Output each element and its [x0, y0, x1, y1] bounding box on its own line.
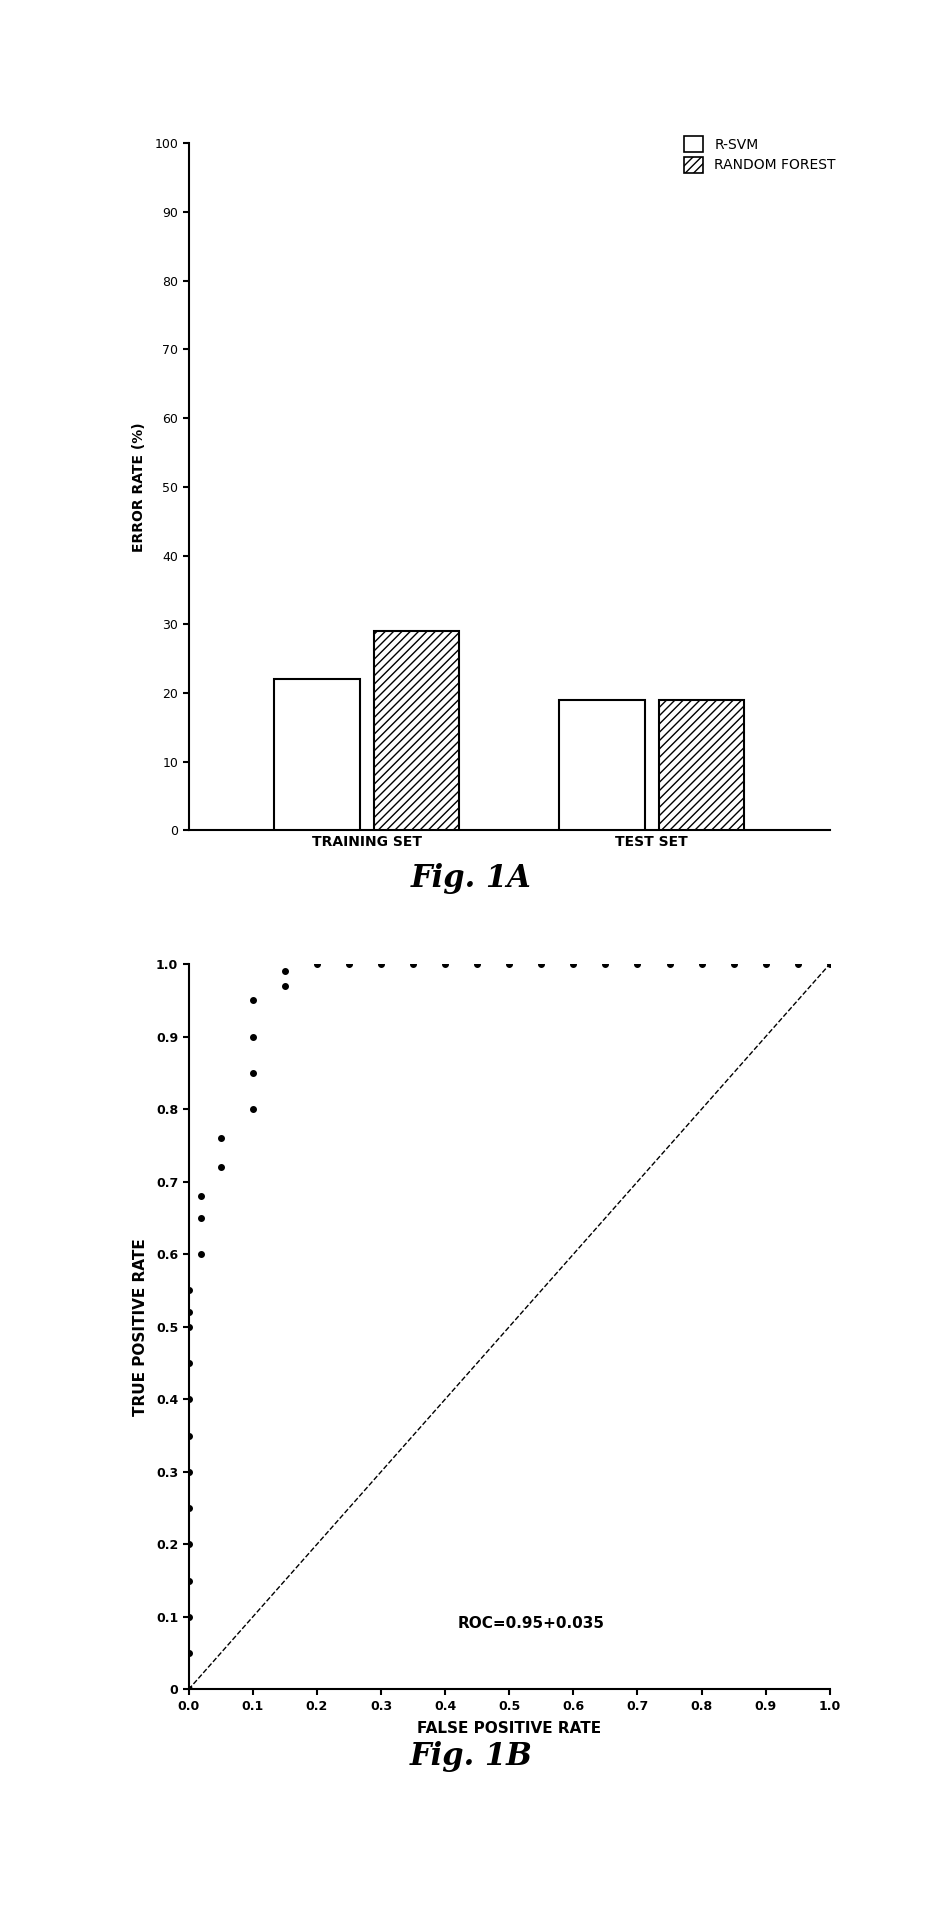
Y-axis label: TRUE POSITIVE RATE: TRUE POSITIVE RATE: [133, 1237, 148, 1416]
Bar: [373, 632, 459, 830]
Y-axis label: ERROR RATE (%): ERROR RATE (%): [132, 422, 146, 552]
Text: Fig. 1A: Fig. 1A: [411, 863, 532, 893]
Bar: [559, 701, 645, 830]
Text: Fig. 1B: Fig. 1B: [410, 1741, 533, 1772]
Text: ROC=0.95+0.035: ROC=0.95+0.035: [458, 1617, 604, 1632]
X-axis label: FALSE POSITIVE RATE: FALSE POSITIVE RATE: [417, 1722, 602, 1735]
Legend: R-SVM, RANDOM FOREST: R-SVM, RANDOM FOREST: [684, 136, 835, 172]
Bar: [274, 680, 359, 830]
Bar: [659, 701, 744, 830]
